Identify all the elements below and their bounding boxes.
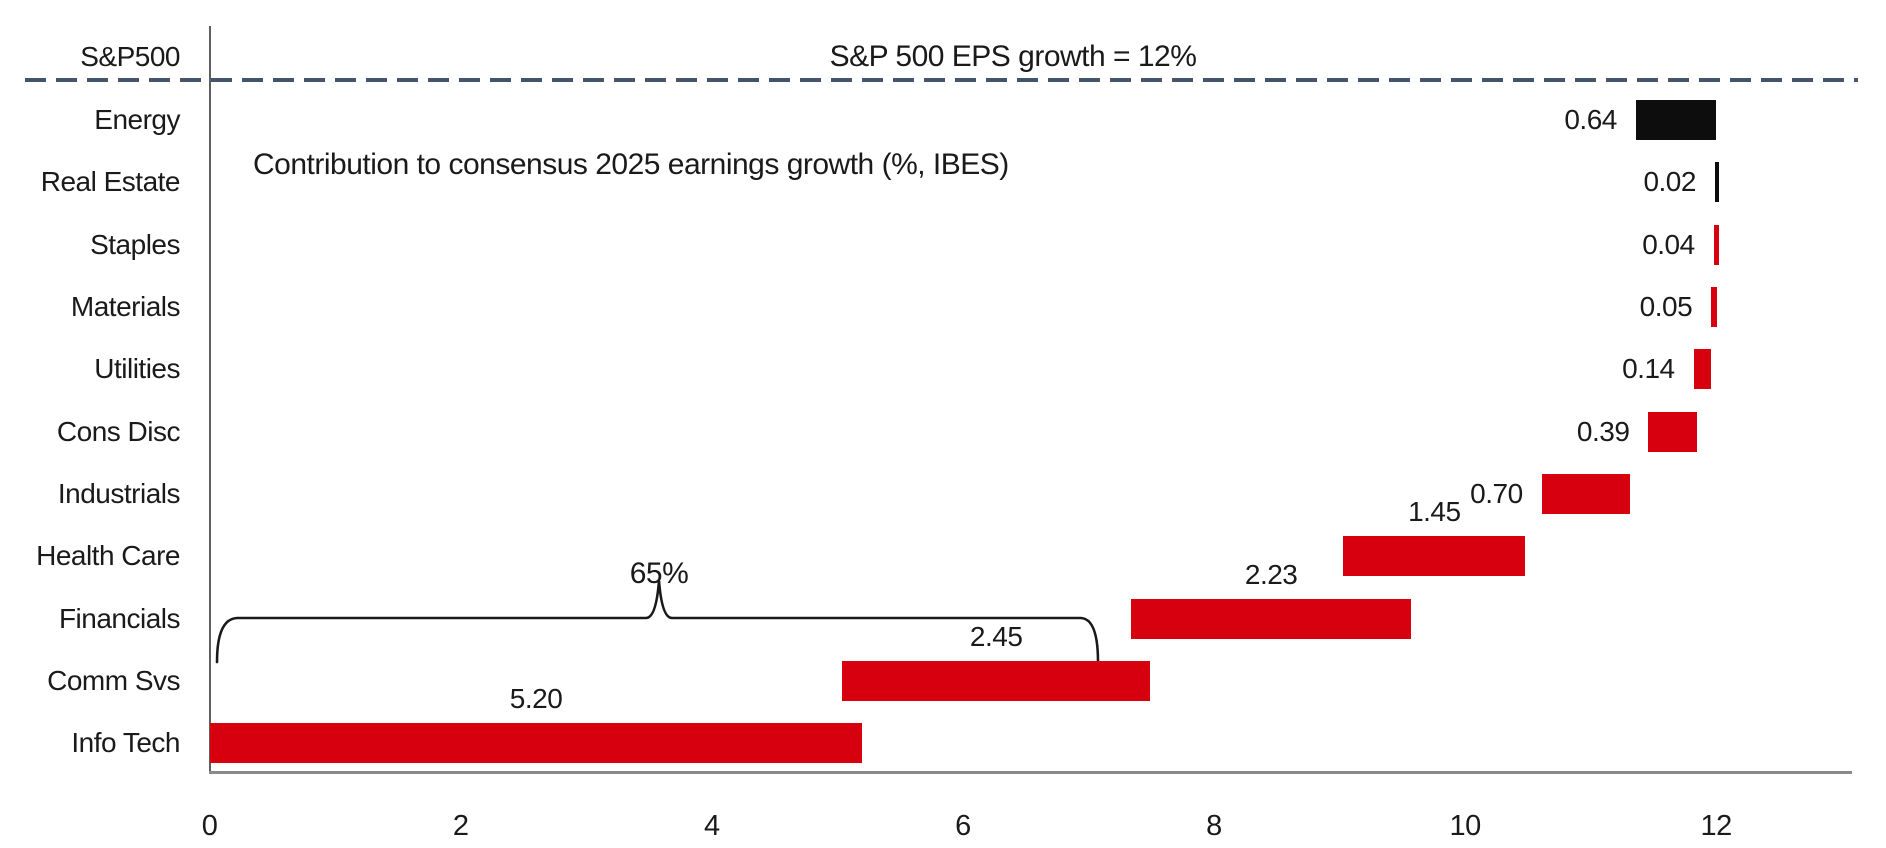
y-axis-line: [209, 26, 211, 773]
value-label-utilities: 0.14: [1622, 353, 1675, 385]
value-label-real-estate: 0.02: [1643, 166, 1696, 198]
x-tick-6: 6: [955, 810, 971, 842]
x-tick-2: 2: [452, 810, 469, 842]
category-label-real-estate: Real Estate: [40, 166, 181, 198]
bar-cons-disc: [1648, 411, 1698, 452]
chart-title: Contribution to consensus 2025 earnings …: [253, 148, 1009, 181]
category-label-industrials: Industrials: [57, 477, 181, 509]
category-label-cons-disc: Cons Disc: [56, 415, 181, 447]
brace-bracket: [215, 580, 1100, 664]
category-label-comm-svs: Comm Svs: [47, 665, 180, 696]
value-label-comm-svs: 2.45: [969, 621, 1023, 652]
bar-industrials: [1541, 473, 1630, 514]
value-label-info-tech: 5.20: [509, 683, 563, 715]
value-label-industrials: 0.70: [1470, 477, 1523, 509]
bar-real-estate: [1714, 162, 1719, 203]
category-label-sp500: S&P500: [80, 41, 180, 72]
category-label-info-tech: Info Tech: [71, 727, 180, 759]
x-tick-10: 10: [1449, 810, 1481, 842]
eps-growth-annotation: S&P 500 EPS growth = 12%: [829, 40, 1197, 73]
x-tick-4: 4: [703, 810, 720, 842]
bar-comm-svs: [842, 661, 1150, 701]
bar-financials: [1131, 598, 1412, 639]
value-label-materials: 0.05: [1639, 290, 1693, 322]
category-label-staples: Staples: [90, 228, 180, 260]
bar-info-tech: [209, 723, 863, 764]
value-label-staples: 0.04: [1642, 228, 1695, 260]
category-label-financials: Financials: [58, 602, 181, 634]
category-label-energy: Energy: [94, 103, 180, 135]
bar-materials: [1711, 286, 1718, 327]
x-tick-12: 12: [1700, 810, 1733, 842]
bar-staples: [1713, 224, 1719, 265]
value-label-energy: 0.64: [1564, 103, 1617, 135]
bar-energy: [1635, 99, 1717, 140]
eps-total-dashed-line: [25, 78, 1858, 82]
x-tick-8: 8: [1206, 810, 1222, 842]
value-label-financials: 2.23: [1244, 558, 1298, 590]
x-axis-line: [209, 771, 1852, 774]
x-tick-0: 0: [201, 810, 218, 842]
category-label-materials: Materials: [70, 290, 181, 322]
bar-utilities: [1693, 349, 1712, 390]
value-label-health-care: 1.45: [1408, 496, 1461, 528]
category-label-utilities: Utilities: [94, 353, 180, 385]
bar-health-care: [1343, 536, 1526, 577]
value-label-cons-disc: 0.39: [1576, 415, 1630, 447]
category-label-health-care: Health Care: [36, 540, 180, 572]
